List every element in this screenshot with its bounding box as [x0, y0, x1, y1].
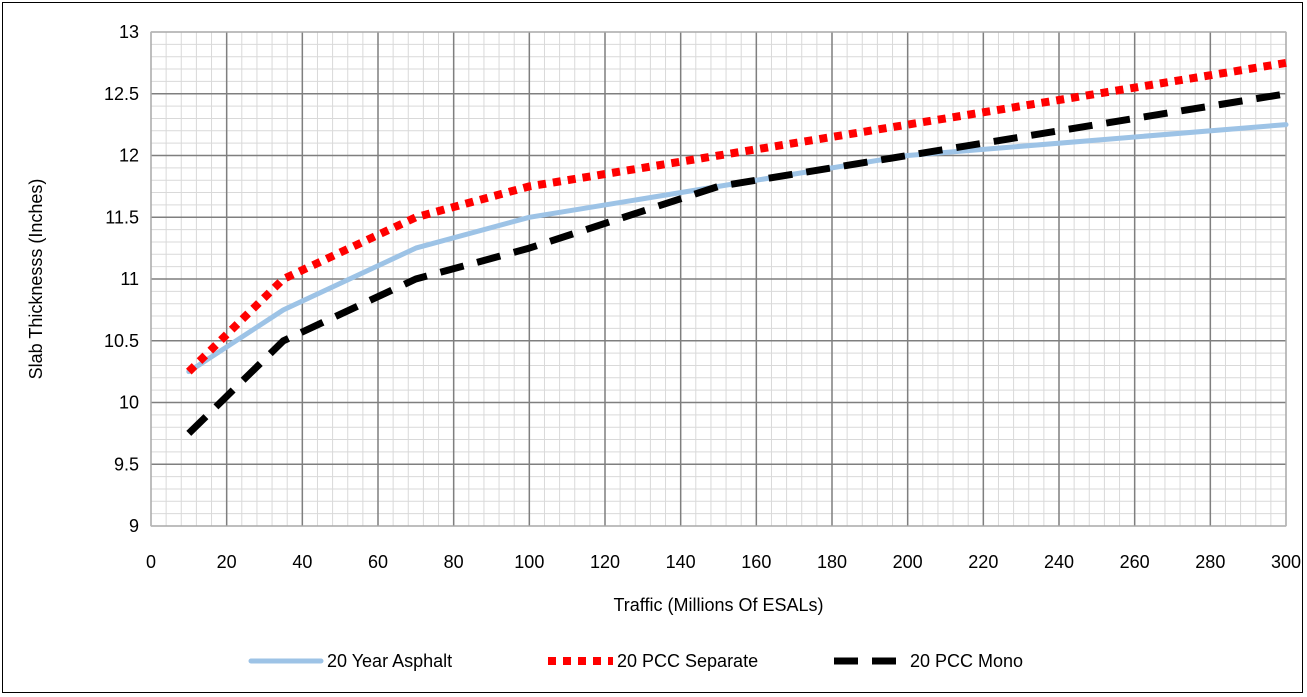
- series-line-2: [186, 58, 1287, 375]
- y-tick-label: 13: [119, 22, 139, 42]
- x-axis-title: Traffic (Millions Of ESALs): [613, 595, 823, 615]
- y-axis-tick-labels: 9 9.5 10 10.5 11 11.5 12 12.5 13: [104, 22, 139, 536]
- x-tick-label: 220: [968, 552, 998, 572]
- y-tick-label: 12: [119, 146, 139, 166]
- x-tick-label: 240: [1044, 552, 1074, 572]
- y-tick-label: 12.5: [104, 84, 139, 104]
- x-tick-label: 80: [444, 552, 464, 572]
- x-tick-label: 160: [741, 552, 771, 572]
- x-tick-label: 0: [146, 552, 156, 572]
- y-tick-label: 9: [129, 516, 139, 536]
- x-tick-label: 280: [1195, 552, 1225, 572]
- series-line-1: [186, 122, 1289, 375]
- series-lines: [186, 58, 1289, 436]
- x-tick-label: 60: [368, 552, 388, 572]
- x-axis-tick-labels: 0 20 40 60 80 100 120 140 160 180 200 220 240 260 280 3…: [146, 552, 1301, 572]
- y-axis-title: Slab Thicknesss (Inches): [26, 179, 46, 380]
- x-tick-label: 120: [590, 552, 620, 572]
- x-tick-label: 200: [893, 552, 923, 572]
- x-tick-label: 140: [666, 552, 696, 572]
- series-line-3: [186, 90, 1287, 436]
- plot-area-border: [150, 31, 1287, 527]
- y-tick-label: 9.5: [114, 454, 139, 474]
- legend-label-1: 20 Year Asphalt: [327, 651, 452, 671]
- legend-label-3: 20 PCC Mono: [910, 651, 1023, 671]
- y-tick-label: 10.5: [104, 331, 139, 351]
- legend: 20 Year Asphalt 20 PCC Separate 20 PCC Mon…: [248, 651, 1023, 671]
- x-tick-label: 40: [292, 552, 312, 572]
- y-tick-label: 11: [120, 269, 139, 289]
- x-tick-label: 20: [217, 552, 237, 572]
- y-tick-label: 11.5: [105, 207, 139, 227]
- x-tick-label: 180: [817, 552, 847, 572]
- x-tick-label: 300: [1271, 552, 1301, 572]
- legend-label-2: 20 PCC Separate: [617, 651, 758, 671]
- x-tick-label: 100: [514, 552, 544, 572]
- x-tick-label: 260: [1120, 552, 1150, 572]
- y-tick-label: 10: [119, 393, 139, 413]
